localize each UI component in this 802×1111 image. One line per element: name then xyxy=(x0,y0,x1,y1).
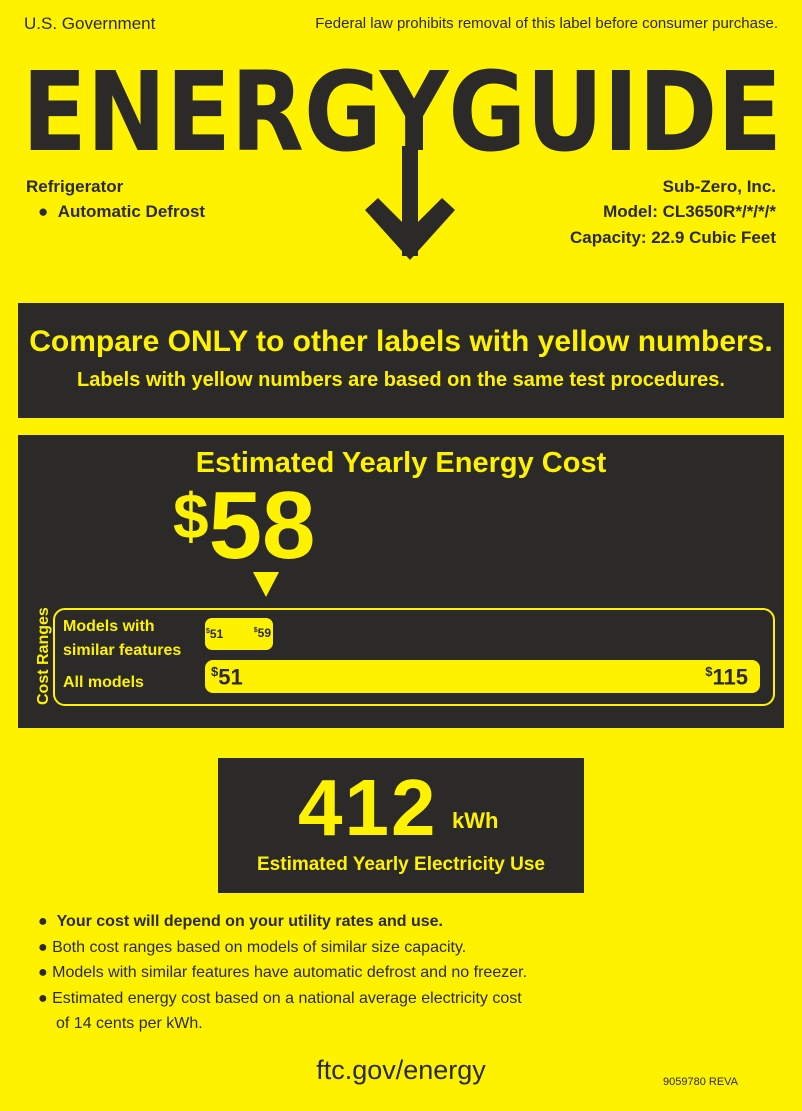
energyguide-logo: ENERGYGUIDE xyxy=(22,50,782,260)
electricity-label: Estimated Yearly Electricity Use xyxy=(257,854,545,875)
label-code: 9059780 REVA xyxy=(663,1076,739,1088)
all-max: $115 xyxy=(705,664,748,690)
appliance-type: Refrigerator xyxy=(26,177,124,196)
bullet-icon: ● xyxy=(38,913,57,930)
bullet-icon: ● xyxy=(38,202,58,221)
compare-banner: Compare ONLY to other labels with yellow… xyxy=(18,303,784,418)
note-item: ● Estimated energy cost based on a natio… xyxy=(38,989,522,1007)
cost-ranges-label: Cost Ranges xyxy=(35,607,52,705)
electricity-unit: kWh xyxy=(452,808,499,833)
electricity-panel: 412 kWh Estimated Yearly Electricity Use xyxy=(218,758,584,893)
bullet-icon: ● xyxy=(38,989,53,1007)
similar-min: $51 xyxy=(206,627,224,641)
similar-max: $59 xyxy=(253,626,271,640)
cost-amount: 58 xyxy=(208,472,316,579)
compare-subline: Labels with yellow numbers are based on … xyxy=(77,369,725,391)
note-item: ● Models with similar features have auto… xyxy=(38,964,528,981)
all-range-bar: $51 $115 xyxy=(205,660,760,693)
bullet-icon: ● xyxy=(38,938,53,956)
us-government-label: U.S. Government xyxy=(24,14,156,33)
all-min: $51 xyxy=(211,664,243,690)
cost-title: Estimated Yearly Energy Cost xyxy=(195,447,607,479)
bullet-icon: ● xyxy=(38,964,53,981)
feature-text: Automatic Defrost xyxy=(57,202,206,221)
cost-value: $58 xyxy=(173,471,315,581)
arrow-down-icon xyxy=(365,146,455,260)
removal-notice: Federal law prohibits removal of this la… xyxy=(315,15,778,32)
cost-currency: $ xyxy=(173,480,209,552)
all-models-label: All models xyxy=(63,674,144,691)
ftc-url[interactable]: ftc.gov/energy xyxy=(316,1055,486,1085)
electricity-value: 412 xyxy=(298,763,438,852)
feature-item: ● Automatic Defrost xyxy=(38,202,205,222)
compare-headline: Compare ONLY to other labels with yellow… xyxy=(29,325,773,358)
note-item: ● Both cost ranges based on models of si… xyxy=(38,938,467,956)
similar-label-line1: Models with xyxy=(63,618,155,635)
cost-ranges-box xyxy=(53,608,775,706)
note-item: ● Your cost will depend on your utility … xyxy=(38,913,443,930)
manufacturer: Sub-Zero, Inc. xyxy=(662,177,776,196)
similar-label-line2: similar features xyxy=(63,642,182,659)
similar-range-bar: $51 $59 xyxy=(205,618,273,650)
notes-list: ● Your cost will depend on your utility … xyxy=(38,909,527,1037)
capacity: Capacity: 22.9 Cubic Feet xyxy=(570,228,776,247)
cost-pointer-icon xyxy=(252,572,279,597)
note-item-continued: of 14 cents per kWh. xyxy=(56,1015,203,1032)
cost-panel: Estimated Yearly Energy Cost $58 Cost Ra… xyxy=(18,435,784,728)
similar-models-label: Models with similar features xyxy=(63,615,181,663)
model-number: Model: CL3650R*/*/*/* xyxy=(603,202,776,221)
